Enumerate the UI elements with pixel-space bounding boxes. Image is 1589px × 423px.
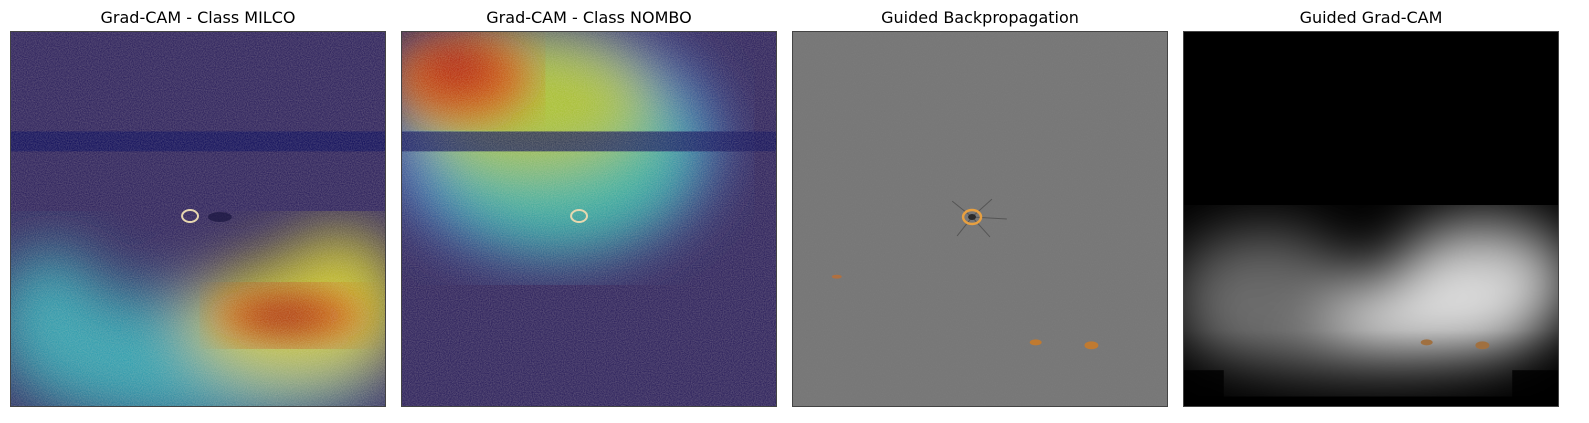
guided-gradcam-image — [1183, 31, 1559, 407]
gradcam-milco-image — [10, 31, 386, 407]
panel-title-gradcam-nombo: Grad-CAM - Class NOMBO — [486, 8, 692, 27]
gradcam-nombo-image — [401, 31, 777, 407]
panel-title-gradcam-milco: Grad-CAM - Class MILCO — [100, 8, 296, 27]
panel-title-guided-backprop: Guided Backpropagation — [881, 8, 1079, 27]
panel-title-guided-gradcam: Guided Grad-CAM — [1299, 8, 1443, 27]
guided-backprop-image — [792, 31, 1168, 407]
